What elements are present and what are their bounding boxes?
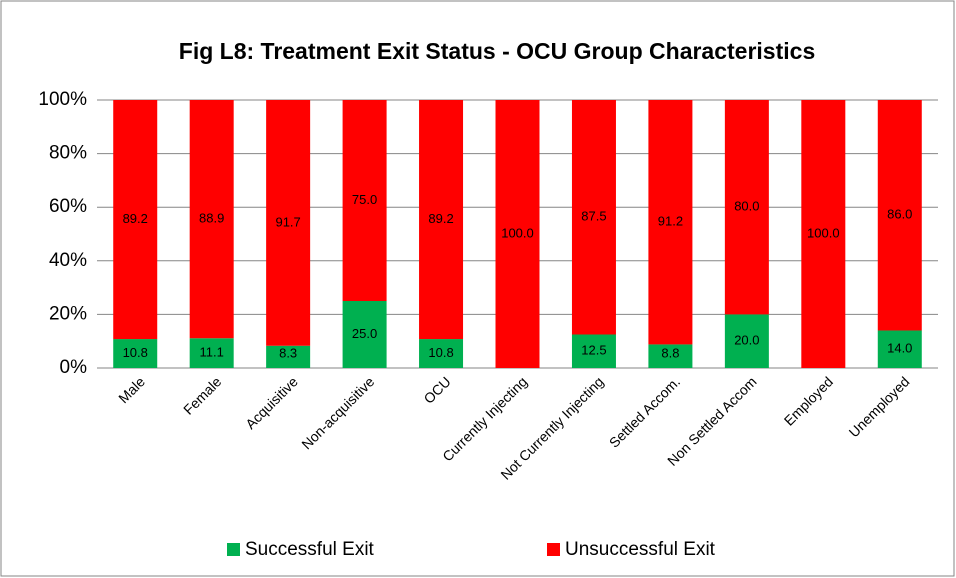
data-label: 10.8 xyxy=(428,345,453,360)
bar-segment xyxy=(113,339,158,368)
data-label: 91.2 xyxy=(658,214,683,229)
chart-title: Fig L8: Treatment Exit Status - OCU Grou… xyxy=(179,38,815,64)
data-label: 89.2 xyxy=(428,211,453,226)
data-label: 86.0 xyxy=(887,207,912,222)
legend-swatch xyxy=(547,543,560,556)
y-tick-label: 0% xyxy=(60,357,88,378)
data-label: 88.9 xyxy=(199,211,224,226)
data-label: 8.8 xyxy=(661,345,679,360)
y-tick-label: 60% xyxy=(49,196,87,217)
bar-segment xyxy=(342,301,387,368)
data-label: 10.8 xyxy=(123,345,148,360)
y-tick-label: 20% xyxy=(49,303,87,324)
data-label: 100.0 xyxy=(807,225,840,240)
bar-segment xyxy=(801,100,846,368)
data-label: 80.0 xyxy=(734,199,759,214)
y-tick-label: 100% xyxy=(38,89,87,110)
bar-segment xyxy=(189,100,234,339)
bar-segment xyxy=(189,338,234,368)
data-label: 25.0 xyxy=(352,326,377,341)
data-label: 91.7 xyxy=(275,214,300,229)
bar-segment xyxy=(724,314,769,368)
data-label: 14.0 xyxy=(887,341,912,356)
data-label: 8.3 xyxy=(279,345,297,360)
bar-segment xyxy=(648,100,693,345)
data-label: 89.2 xyxy=(123,211,148,226)
y-tick-label: 80% xyxy=(49,143,87,164)
legend-label: Unsuccessful Exit xyxy=(565,539,716,560)
bar-segment xyxy=(571,100,616,335)
bar-segment xyxy=(571,334,616,368)
data-label: 75.0 xyxy=(352,192,377,207)
bar-segment xyxy=(877,330,922,368)
legend-swatch xyxy=(227,543,240,556)
data-label: 100.0 xyxy=(501,225,534,240)
bar-segment xyxy=(113,100,158,340)
bar-segment xyxy=(266,345,311,368)
bar-segment xyxy=(419,100,464,340)
bar-segment xyxy=(648,344,693,368)
bar-segment xyxy=(419,339,464,368)
data-label: 12.5 xyxy=(581,343,606,358)
data-label: 87.5 xyxy=(581,209,606,224)
bar-segment xyxy=(877,100,922,331)
bar-segment xyxy=(724,100,769,315)
bar-segment xyxy=(495,100,540,368)
y-tick-label: 40% xyxy=(49,250,87,271)
bar-segment xyxy=(266,100,311,346)
data-label: 20.0 xyxy=(734,333,759,348)
legend-label: Successful Exit xyxy=(245,539,375,560)
data-label: 11.1 xyxy=(200,345,224,360)
bar-segment xyxy=(342,100,387,301)
